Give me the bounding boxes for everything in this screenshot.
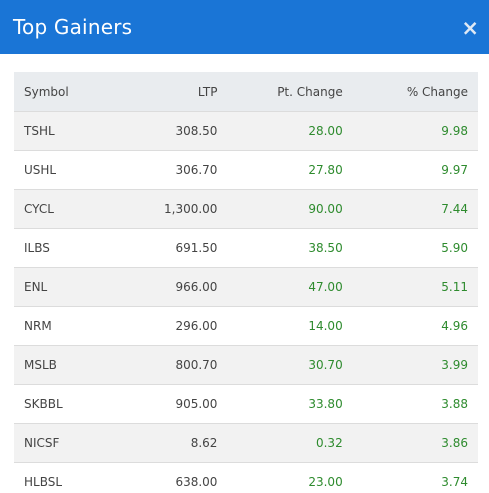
symbol-cell: HLBSL	[14, 462, 117, 493]
symbol-cell: ILBS	[14, 228, 117, 268]
table-row[interactable]: SKBBL 905.00 33.80 3.88	[14, 384, 478, 424]
pt-change-cell: 38.50	[227, 228, 353, 268]
pct-change-cell: 5.11	[352, 267, 478, 307]
ltp-cell: 966.00	[116, 267, 228, 307]
ltp-cell: 1,300.00	[116, 189, 228, 229]
ltp-cell: 308.50	[116, 111, 228, 151]
table-row[interactable]: CYCL 1,300.00 90.00 7.44	[14, 189, 478, 229]
symbol-cell: SKBBL	[14, 384, 117, 424]
pct-change-cell: 5.90	[352, 228, 478, 268]
gainers-table: Symbol LTP Pt. Change % Change TSHL 308.…	[14, 72, 478, 493]
symbol-cell: MSLB	[14, 345, 117, 385]
ltp-cell: 905.00	[116, 384, 228, 424]
ltp-cell: 8.62	[116, 423, 228, 463]
pct-change-cell: 3.74	[352, 462, 478, 493]
pt-change-cell: 23.00	[227, 462, 353, 493]
pt-change-cell: 27.80	[227, 150, 353, 190]
modal-title: Top Gainers	[13, 15, 133, 39]
pt-change-cell: 14.00	[227, 306, 353, 346]
pct-change-cell: 3.88	[352, 384, 478, 424]
pt-change-cell: 47.00	[227, 267, 353, 307]
pct-change-cell: 4.96	[352, 306, 478, 346]
table-row[interactable]: HLBSL 638.00 23.00 3.74	[14, 462, 478, 493]
modal-header: Top Gainers ×	[0, 0, 489, 54]
table-row[interactable]: MSLB 800.70 30.70 3.99	[14, 345, 478, 385]
table-row[interactable]: NICSF 8.62 0.32 3.86	[14, 423, 478, 463]
table-row[interactable]: ENL 966.00 47.00 5.11	[14, 267, 478, 307]
symbol-cell: TSHL	[14, 111, 117, 151]
ltp-cell: 306.70	[116, 150, 228, 190]
pct-change-cell: 3.99	[352, 345, 478, 385]
gainers-table-container: Symbol LTP Pt. Change % Change TSHL 308.…	[14, 72, 478, 493]
pct-change-cell: 9.98	[352, 111, 478, 151]
pt-change-cell: 28.00	[227, 111, 353, 151]
symbol-cell: NICSF	[14, 423, 117, 463]
column-header-symbol[interactable]: Symbol	[14, 72, 117, 112]
symbol-cell: CYCL	[14, 189, 117, 229]
ltp-cell: 296.00	[116, 306, 228, 346]
table-row[interactable]: USHL 306.70 27.80 9.97	[14, 150, 478, 190]
pt-change-cell: 33.80	[227, 384, 353, 424]
table-header-row: Symbol LTP Pt. Change % Change	[14, 72, 478, 112]
pt-change-cell: 90.00	[227, 189, 353, 229]
table-row[interactable]: TSHL 308.50 28.00 9.98	[14, 111, 478, 151]
pct-change-cell: 3.86	[352, 423, 478, 463]
symbol-cell: USHL	[14, 150, 117, 190]
ltp-cell: 691.50	[116, 228, 228, 268]
column-header-pct-change[interactable]: % Change	[352, 72, 478, 112]
table-row[interactable]: NRM 296.00 14.00 4.96	[14, 306, 478, 346]
pt-change-cell: 0.32	[227, 423, 353, 463]
table-row[interactable]: ILBS 691.50 38.50 5.90	[14, 228, 478, 268]
close-icon[interactable]: ×	[461, 15, 479, 40]
ltp-cell: 800.70	[116, 345, 228, 385]
symbol-cell: ENL	[14, 267, 117, 307]
pt-change-cell: 30.70	[227, 345, 353, 385]
ltp-cell: 638.00	[116, 462, 228, 493]
pct-change-cell: 7.44	[352, 189, 478, 229]
pct-change-cell: 9.97	[352, 150, 478, 190]
symbol-cell: NRM	[14, 306, 117, 346]
column-header-pt-change[interactable]: Pt. Change	[227, 72, 353, 112]
column-header-ltp[interactable]: LTP	[116, 72, 228, 112]
